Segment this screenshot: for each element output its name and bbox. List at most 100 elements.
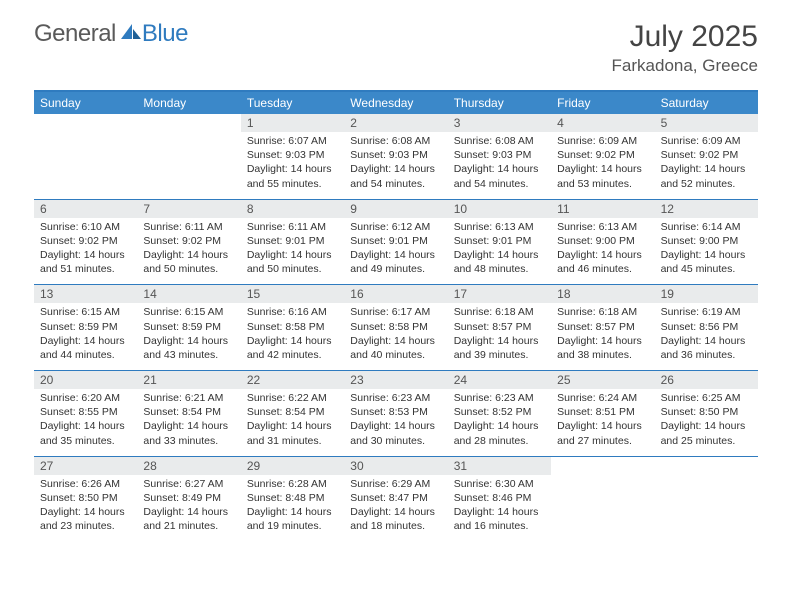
weeks-container: 12345Sunrise: 6:07 AMSunset: 9:03 PMDayl… bbox=[34, 114, 758, 541]
day-number-cell: 29 bbox=[241, 457, 344, 475]
sunset-line: Sunset: 8:46 PM bbox=[454, 491, 545, 505]
daylight-line: Daylight: 14 hours and 53 minutes. bbox=[557, 162, 648, 190]
sunset-line: Sunset: 9:02 PM bbox=[661, 148, 752, 162]
daylight-line: Daylight: 14 hours and 31 minutes. bbox=[247, 419, 338, 447]
sunset-line: Sunset: 8:54 PM bbox=[247, 405, 338, 419]
day-body-cell: Sunrise: 6:24 AMSunset: 8:51 PMDaylight:… bbox=[551, 389, 654, 456]
sunrise-line: Sunrise: 6:08 AM bbox=[350, 134, 441, 148]
daylight-line: Daylight: 14 hours and 42 minutes. bbox=[247, 334, 338, 362]
week-daynum-row: 2728293031 bbox=[34, 456, 758, 475]
daylight-line: Daylight: 14 hours and 44 minutes. bbox=[40, 334, 131, 362]
week-body-row: Sunrise: 6:15 AMSunset: 8:59 PMDaylight:… bbox=[34, 303, 758, 370]
sunset-line: Sunset: 8:56 PM bbox=[661, 320, 752, 334]
day-number-cell: 17 bbox=[448, 285, 551, 303]
day-number-cell: 25 bbox=[551, 371, 654, 389]
daylight-line: Daylight: 14 hours and 36 minutes. bbox=[661, 334, 752, 362]
sunset-line: Sunset: 9:02 PM bbox=[557, 148, 648, 162]
sunset-line: Sunset: 9:03 PM bbox=[454, 148, 545, 162]
day-number-cell: 6 bbox=[34, 200, 137, 218]
day-number-cell: 7 bbox=[137, 200, 240, 218]
sunrise-line: Sunrise: 6:20 AM bbox=[40, 391, 131, 405]
week-body-row: Sunrise: 6:26 AMSunset: 8:50 PMDaylight:… bbox=[34, 475, 758, 542]
day-body-cell: Sunrise: 6:13 AMSunset: 9:00 PMDaylight:… bbox=[551, 218, 654, 285]
day-number-cell: 30 bbox=[344, 457, 447, 475]
daylight-line: Daylight: 14 hours and 43 minutes. bbox=[143, 334, 234, 362]
sunrise-line: Sunrise: 6:23 AM bbox=[454, 391, 545, 405]
day-body-cell: Sunrise: 6:08 AMSunset: 9:03 PMDaylight:… bbox=[448, 132, 551, 199]
day-body-cell: Sunrise: 6:19 AMSunset: 8:56 PMDaylight:… bbox=[655, 303, 758, 370]
sunrise-line: Sunrise: 6:30 AM bbox=[454, 477, 545, 491]
sunrise-line: Sunrise: 6:21 AM bbox=[143, 391, 234, 405]
day-number-cell: 12 bbox=[655, 200, 758, 218]
sunset-line: Sunset: 9:00 PM bbox=[661, 234, 752, 248]
day-body-cell: Sunrise: 6:30 AMSunset: 8:46 PMDaylight:… bbox=[448, 475, 551, 542]
logo-sail-icon bbox=[120, 22, 142, 47]
dow-cell: Tuesday bbox=[241, 92, 344, 114]
daylight-line: Daylight: 14 hours and 35 minutes. bbox=[40, 419, 131, 447]
day-number-cell: 20 bbox=[34, 371, 137, 389]
sunrise-line: Sunrise: 6:22 AM bbox=[247, 391, 338, 405]
day-body-cell: Sunrise: 6:11 AMSunset: 9:01 PMDaylight:… bbox=[241, 218, 344, 285]
day-number-cell: 2 bbox=[344, 114, 447, 132]
day-body-cell: Sunrise: 6:23 AMSunset: 8:52 PMDaylight:… bbox=[448, 389, 551, 456]
day-number-cell: 15 bbox=[241, 285, 344, 303]
sunset-line: Sunset: 8:58 PM bbox=[350, 320, 441, 334]
day-number-cell: 28 bbox=[137, 457, 240, 475]
sunrise-line: Sunrise: 6:13 AM bbox=[454, 220, 545, 234]
sunrise-line: Sunrise: 6:16 AM bbox=[247, 305, 338, 319]
week-daynum-row: 20212223242526 bbox=[34, 370, 758, 389]
sunset-line: Sunset: 9:03 PM bbox=[247, 148, 338, 162]
sunset-line: Sunset: 9:02 PM bbox=[143, 234, 234, 248]
day-body-cell: Sunrise: 6:25 AMSunset: 8:50 PMDaylight:… bbox=[655, 389, 758, 456]
day-number-cell: 22 bbox=[241, 371, 344, 389]
dow-cell: Friday bbox=[551, 92, 654, 114]
day-body-cell: Sunrise: 6:09 AMSunset: 9:02 PMDaylight:… bbox=[551, 132, 654, 199]
sunset-line: Sunset: 9:01 PM bbox=[454, 234, 545, 248]
logo-word-general: General bbox=[34, 20, 116, 48]
daylight-line: Daylight: 14 hours and 55 minutes. bbox=[247, 162, 338, 190]
sunset-line: Sunset: 8:52 PM bbox=[454, 405, 545, 419]
daylight-line: Daylight: 14 hours and 38 minutes. bbox=[557, 334, 648, 362]
sunset-line: Sunset: 8:59 PM bbox=[143, 320, 234, 334]
day-number-cell: 24 bbox=[448, 371, 551, 389]
sunrise-line: Sunrise: 6:26 AM bbox=[40, 477, 131, 491]
sunset-line: Sunset: 8:59 PM bbox=[40, 320, 131, 334]
week-daynum-row: 6789101112 bbox=[34, 199, 758, 218]
week-body-row: Sunrise: 6:20 AMSunset: 8:55 PMDaylight:… bbox=[34, 389, 758, 456]
sunrise-line: Sunrise: 6:19 AM bbox=[661, 305, 752, 319]
day-body-cell: Sunrise: 6:10 AMSunset: 9:02 PMDaylight:… bbox=[34, 218, 137, 285]
day-body-cell: Sunrise: 6:15 AMSunset: 8:59 PMDaylight:… bbox=[34, 303, 137, 370]
daylight-line: Daylight: 14 hours and 54 minutes. bbox=[454, 162, 545, 190]
day-number-cell: 5 bbox=[655, 114, 758, 132]
day-of-week-header: SundayMondayTuesdayWednesdayThursdayFrid… bbox=[34, 92, 758, 114]
day-number-cell: 14 bbox=[137, 285, 240, 303]
sunrise-line: Sunrise: 6:15 AM bbox=[143, 305, 234, 319]
daylight-line: Daylight: 14 hours and 51 minutes. bbox=[40, 248, 131, 276]
sunrise-line: Sunrise: 6:13 AM bbox=[557, 220, 648, 234]
day-number-cell: 3 bbox=[448, 114, 551, 132]
logo: General Blue bbox=[34, 20, 188, 48]
day-body-cell: Sunrise: 6:18 AMSunset: 8:57 PMDaylight:… bbox=[448, 303, 551, 370]
daylight-line: Daylight: 14 hours and 33 minutes. bbox=[143, 419, 234, 447]
daylight-line: Daylight: 14 hours and 30 minutes. bbox=[350, 419, 441, 447]
day-number-cell bbox=[655, 457, 758, 475]
sunset-line: Sunset: 8:57 PM bbox=[454, 320, 545, 334]
daylight-line: Daylight: 14 hours and 49 minutes. bbox=[350, 248, 441, 276]
day-body-cell: Sunrise: 6:28 AMSunset: 8:48 PMDaylight:… bbox=[241, 475, 344, 542]
day-body-cell: Sunrise: 6:08 AMSunset: 9:03 PMDaylight:… bbox=[344, 132, 447, 199]
sunrise-line: Sunrise: 6:14 AM bbox=[661, 220, 752, 234]
day-body-cell: Sunrise: 6:29 AMSunset: 8:47 PMDaylight:… bbox=[344, 475, 447, 542]
sunset-line: Sunset: 8:49 PM bbox=[143, 491, 234, 505]
dow-cell: Sunday bbox=[34, 92, 137, 114]
sunset-line: Sunset: 9:01 PM bbox=[350, 234, 441, 248]
daylight-line: Daylight: 14 hours and 50 minutes. bbox=[143, 248, 234, 276]
sunrise-line: Sunrise: 6:27 AM bbox=[143, 477, 234, 491]
daylight-line: Daylight: 14 hours and 45 minutes. bbox=[661, 248, 752, 276]
daylight-line: Daylight: 14 hours and 19 minutes. bbox=[247, 505, 338, 533]
daylight-line: Daylight: 14 hours and 52 minutes. bbox=[661, 162, 752, 190]
sunrise-line: Sunrise: 6:15 AM bbox=[40, 305, 131, 319]
daylight-line: Daylight: 14 hours and 25 minutes. bbox=[661, 419, 752, 447]
sunset-line: Sunset: 9:02 PM bbox=[40, 234, 131, 248]
daylight-line: Daylight: 14 hours and 23 minutes. bbox=[40, 505, 131, 533]
day-body-cell: Sunrise: 6:26 AMSunset: 8:50 PMDaylight:… bbox=[34, 475, 137, 542]
